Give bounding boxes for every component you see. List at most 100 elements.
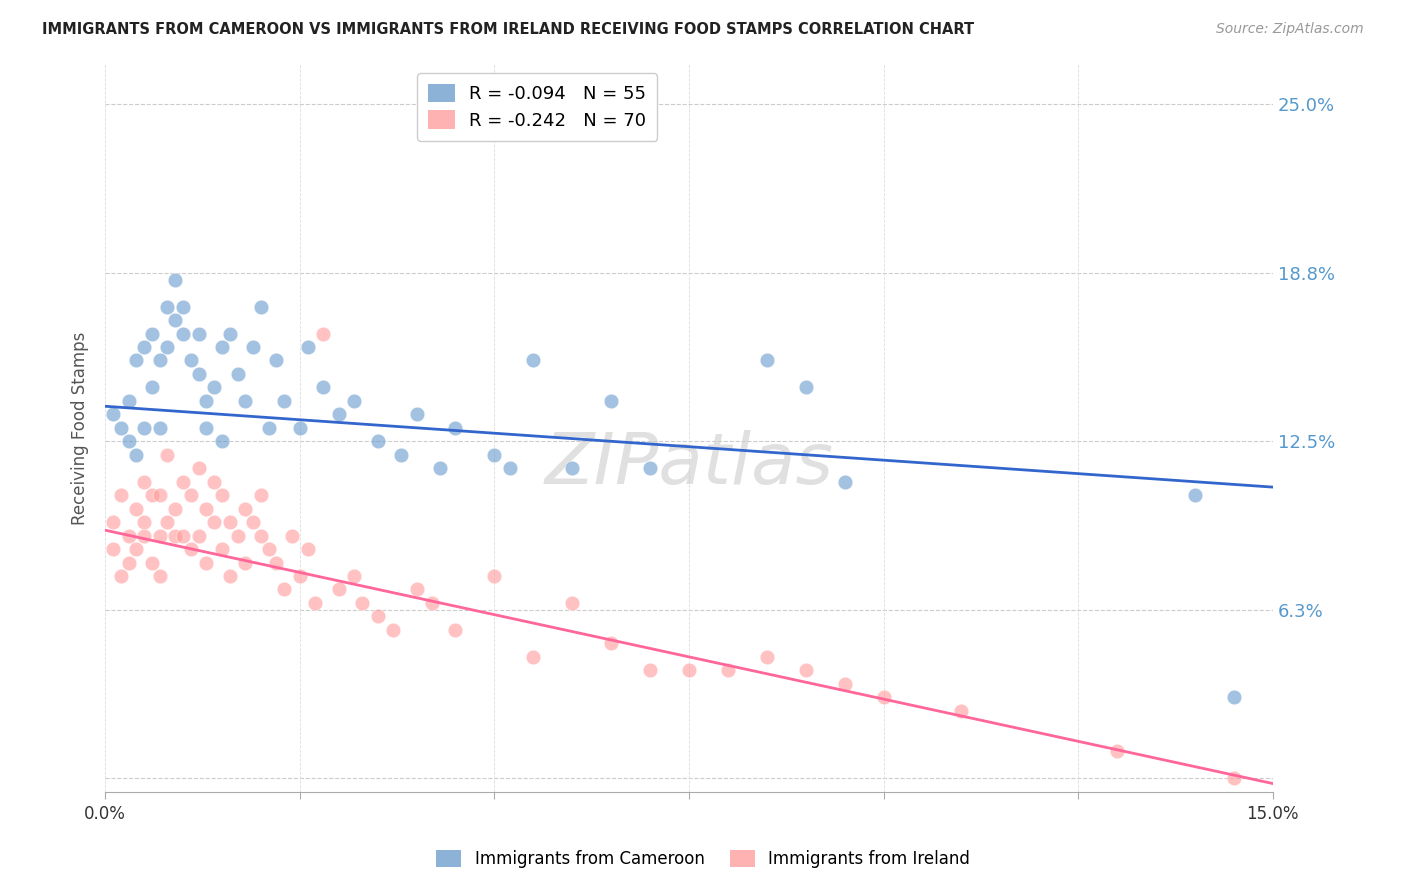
Text: Source: ZipAtlas.com: Source: ZipAtlas.com (1216, 22, 1364, 37)
Point (202, 475, 225, 489)
Point (266, 556, 288, 570)
Point (125, 542, 148, 557)
Point (484, 448, 506, 462)
Point (233, 393, 256, 408)
Point (180, 542, 202, 557)
Point (165, 528, 187, 542)
Point (149, 353, 172, 368)
Point (250, 300, 273, 314)
Point (312, 380, 335, 394)
Point (273, 582, 295, 597)
Point (484, 569, 506, 583)
Point (117, 528, 139, 542)
Point (218, 569, 240, 583)
Point (242, 515, 264, 529)
Point (328, 582, 350, 597)
Point (172, 300, 194, 314)
Point (134, 475, 156, 489)
Point (110, 488, 132, 502)
Point (211, 488, 233, 502)
Point (233, 501, 256, 516)
Point (226, 367, 249, 381)
Point (522, 353, 544, 368)
Point (141, 326, 163, 341)
Point (101, 408, 124, 422)
Point (273, 393, 295, 408)
Point (429, 461, 451, 475)
Point (405, 582, 427, 597)
Point (172, 475, 194, 489)
Point (561, 596, 583, 610)
Point (134, 340, 156, 354)
Point (149, 421, 172, 435)
Point (1184, 488, 1206, 502)
Point (187, 367, 209, 381)
Point (872, 690, 894, 705)
Point (312, 326, 335, 341)
Point (187, 461, 209, 475)
Point (195, 421, 218, 435)
Point (110, 421, 132, 435)
Point (304, 596, 326, 610)
Point (165, 272, 187, 286)
Point (149, 569, 172, 583)
Point (195, 501, 218, 516)
Point (678, 663, 700, 677)
Point (755, 649, 778, 664)
Point (187, 326, 209, 341)
Point (218, 326, 240, 341)
Point (156, 515, 179, 529)
Point (165, 313, 187, 327)
Point (257, 421, 280, 435)
Point (141, 556, 163, 570)
Point (117, 434, 139, 449)
Point (499, 461, 522, 475)
Point (242, 340, 264, 354)
Point (288, 569, 311, 583)
Point (1105, 744, 1128, 758)
Point (638, 663, 661, 677)
Point (218, 515, 240, 529)
Point (134, 515, 156, 529)
Point (266, 353, 288, 368)
Point (405, 408, 427, 422)
Point (288, 421, 311, 435)
Point (1222, 771, 1244, 785)
Point (1222, 690, 1244, 705)
Point (195, 556, 218, 570)
Point (134, 421, 156, 435)
Point (638, 461, 661, 475)
Point (794, 380, 817, 394)
Text: IMMIGRANTS FROM CAMEROON VS IMMIGRANTS FROM IRELAND RECEIVING FOOD STAMPS CORREL: IMMIGRANTS FROM CAMEROON VS IMMIGRANTS F… (42, 22, 974, 37)
Point (352, 596, 374, 610)
Point (600, 393, 623, 408)
Y-axis label: Receiving Food Stamps: Receiving Food Stamps (72, 331, 89, 524)
Point (420, 596, 443, 610)
Point (156, 300, 179, 314)
Point (156, 340, 179, 354)
Point (382, 623, 405, 637)
Point (343, 569, 366, 583)
Point (101, 542, 124, 557)
Point (180, 488, 202, 502)
Point (202, 380, 225, 394)
Point (117, 393, 139, 408)
Point (202, 515, 225, 529)
Legend: R = -0.094   N = 55, R = -0.242   N = 70: R = -0.094 N = 55, R = -0.242 N = 70 (418, 73, 657, 141)
Point (156, 448, 179, 462)
Point (834, 475, 856, 489)
Legend: Immigrants from Cameroon, Immigrants from Ireland: Immigrants from Cameroon, Immigrants fro… (430, 843, 976, 875)
Point (717, 663, 740, 677)
Point (444, 421, 467, 435)
Point (172, 326, 194, 341)
Point (211, 434, 233, 449)
Point (187, 528, 209, 542)
Point (444, 623, 467, 637)
Point (233, 556, 256, 570)
Point (600, 636, 623, 650)
Point (367, 434, 389, 449)
Point (101, 515, 124, 529)
Point (343, 393, 366, 408)
Point (257, 542, 280, 557)
Point (226, 528, 249, 542)
